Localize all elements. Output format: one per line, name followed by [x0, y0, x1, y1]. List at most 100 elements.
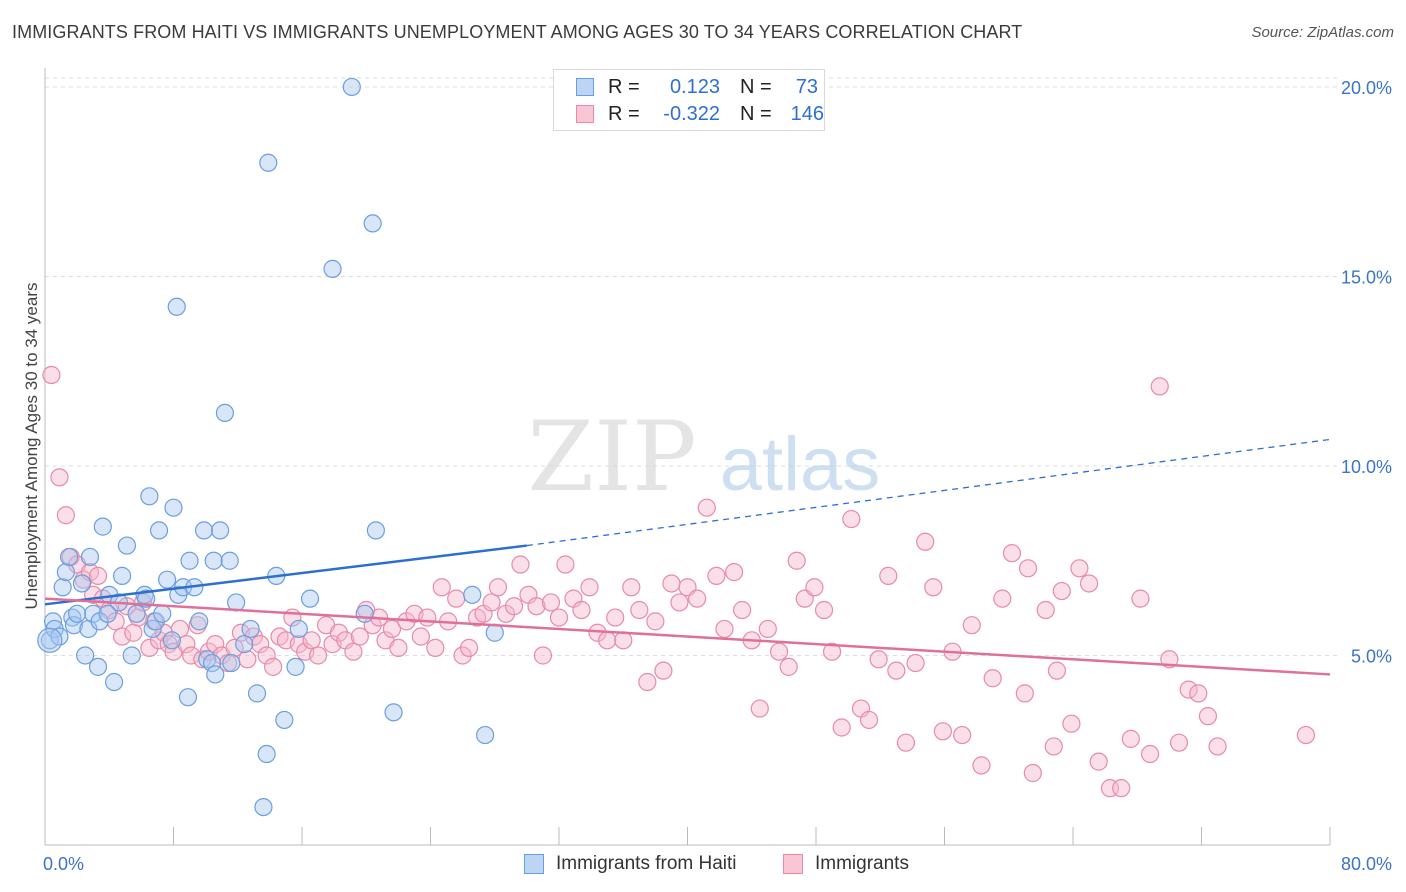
- immigrants-point: [511, 555, 530, 574]
- haiti-point: [164, 498, 183, 517]
- immigrants-point: [1169, 733, 1189, 752]
- immigrants-point: [1002, 544, 1022, 563]
- immigrants-point: [993, 589, 1012, 608]
- immigrants-point: [432, 578, 451, 597]
- immigrants-point: [263, 657, 283, 676]
- source-label: Source: ZipAtlas.com: [1251, 24, 1394, 41]
- immigrants-point: [724, 563, 744, 582]
- haiti-point: [117, 536, 137, 555]
- immigrants-point: [389, 638, 408, 658]
- immigrants-point: [206, 635, 225, 654]
- immigrants-trend-line: [44, 597, 1331, 676]
- immigrants-point: [1018, 559, 1038, 578]
- immigrants-point: [1296, 725, 1316, 745]
- legend-r-value: 0.123: [669, 75, 720, 98]
- immigrants-point: [344, 642, 363, 661]
- immigrants-point: [662, 574, 681, 593]
- immigrants-point: [251, 635, 270, 654]
- x-tick-label-min: 0.0%: [43, 854, 84, 874]
- haiti-point: [72, 574, 92, 593]
- bottom-legend-immigrants: Immigrants: [783, 852, 909, 876]
- immigrants-point: [504, 597, 524, 616]
- immigrants-point: [733, 600, 752, 620]
- immigrants-point: [630, 600, 649, 620]
- haiti-point: [289, 619, 308, 639]
- haiti-point: [137, 589, 156, 608]
- immigrants-point: [614, 631, 633, 650]
- immigrants-point: [572, 600, 591, 620]
- trend-lines: [44, 438, 1331, 676]
- immigrants-point: [953, 725, 972, 745]
- immigrants-point: [459, 638, 479, 658]
- haiti-point: [59, 547, 79, 567]
- haiti-point: [140, 487, 159, 506]
- immigrants-point: [1047, 661, 1067, 680]
- haiti-point: [104, 672, 124, 692]
- y-tick-label: 15.0%: [1341, 267, 1392, 287]
- immigrants-point: [302, 631, 321, 650]
- immigrants-point: [533, 646, 553, 665]
- immigrants-point: [758, 619, 777, 639]
- bottom-legend-label-immigrants: Immigrants: [815, 853, 909, 874]
- immigrants-point: [1079, 574, 1099, 593]
- immigrants-point: [622, 578, 641, 597]
- immigrants-point: [541, 593, 561, 612]
- immigrants-point: [933, 722, 952, 741]
- immigrants-point: [715, 619, 734, 639]
- legend-swatch-blue: [576, 78, 594, 96]
- haiti-point: [275, 710, 294, 730]
- haiti-point: [84, 604, 103, 623]
- legend-r-label: R =: [608, 75, 640, 98]
- legend-row-immigrants: R = -0.322 N = 146: [576, 101, 824, 127]
- immigrants-point: [707, 566, 726, 585]
- haiti-point: [241, 619, 260, 639]
- immigrants-point: [350, 627, 369, 646]
- immigrants-point: [124, 623, 143, 642]
- immigrants-point: [488, 578, 508, 597]
- immigrants-point: [787, 551, 806, 570]
- immigrants-point: [750, 699, 769, 718]
- immigrants-point: [879, 566, 898, 585]
- haiti-point: [122, 646, 141, 665]
- immigrants-point: [1070, 559, 1089, 578]
- haiti-point: [40, 631, 59, 650]
- haiti-point: [254, 797, 273, 817]
- haiti-trend-line-dashed: [526, 438, 1331, 547]
- immigrants-point: [805, 578, 824, 597]
- legend-r-label: R =: [608, 102, 640, 125]
- haiti-point: [247, 684, 267, 703]
- legend-n-label: N =: [740, 75, 772, 98]
- immigrants-point: [1121, 729, 1140, 748]
- haiti-point: [112, 566, 132, 585]
- immigrants-point: [257, 646, 276, 665]
- haiti-point: [180, 551, 199, 570]
- immigrants-point: [779, 657, 798, 676]
- immigrants-point: [896, 733, 916, 752]
- haiti-point: [56, 563, 75, 582]
- immigrants-point: [638, 672, 657, 692]
- immigrants-point: [1052, 581, 1071, 601]
- haiti-point: [222, 653, 241, 673]
- immigrants-point: [822, 642, 842, 661]
- haiti-point: [194, 521, 214, 540]
- haiti-point: [53, 578, 72, 597]
- immigrants-point: [42, 365, 61, 385]
- immigrants-point: [606, 608, 625, 627]
- haiti-point: [127, 604, 146, 623]
- watermark-atlas: atlas: [720, 422, 881, 507]
- haiti-point: [98, 604, 117, 623]
- correlation-legend: R = 0.123 N = 73 R = -0.322 N = 146: [553, 69, 825, 131]
- axes: [44, 68, 1331, 846]
- immigrants-point: [177, 635, 196, 654]
- immigrants-point: [50, 468, 69, 487]
- immigrants-point: [769, 642, 789, 661]
- immigrants-point: [1150, 377, 1169, 396]
- haiti-point: [178, 688, 198, 707]
- immigrants-point: [869, 650, 888, 669]
- legend-swatch-pink: [576, 105, 594, 123]
- haiti-point: [259, 153, 278, 172]
- haiti-point: [88, 657, 108, 676]
- immigrants-point: [670, 593, 689, 612]
- watermark-zip: ZIP: [527, 401, 696, 513]
